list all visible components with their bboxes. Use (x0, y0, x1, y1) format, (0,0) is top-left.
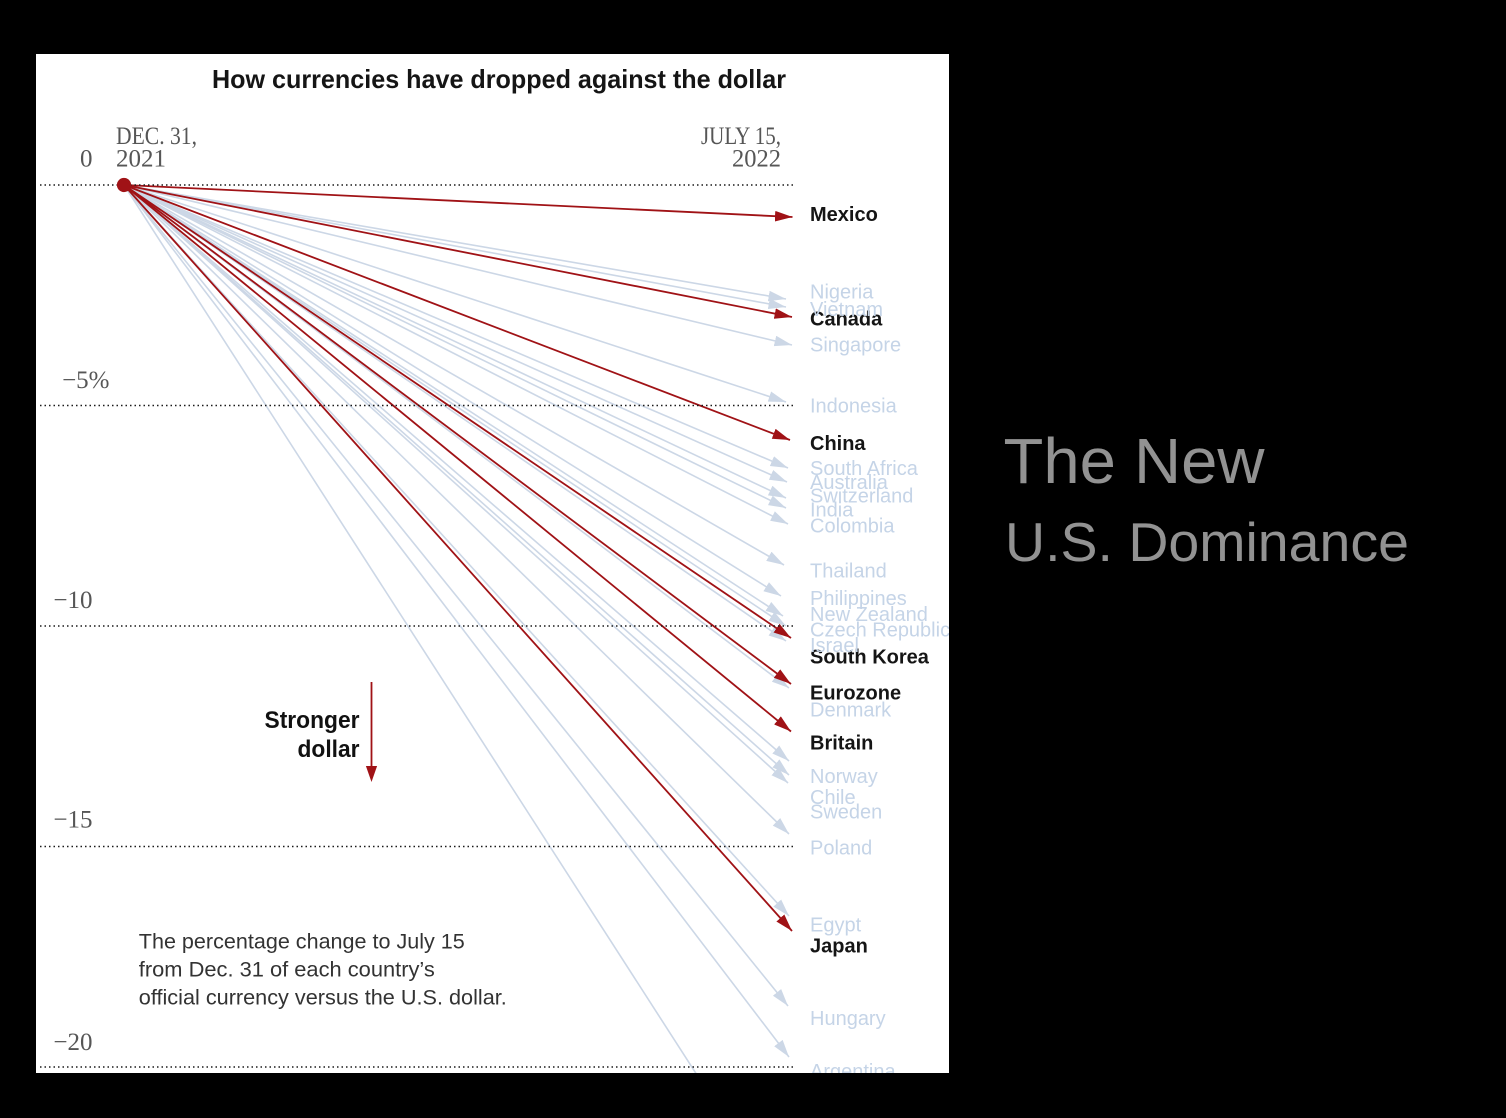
svg-text:Colombia: Colombia (810, 516, 895, 538)
svg-text:Stronger: Stronger (265, 707, 360, 734)
svg-text:−10: −10 (53, 587, 92, 614)
svg-text:Vietnam: Vietnam (810, 299, 883, 321)
svg-text:Egypt: Egypt (810, 915, 862, 937)
svg-text:South Korea: South Korea (810, 647, 930, 669)
svg-text:South Africa: South Africa (810, 458, 919, 480)
svg-text:Switzerland: Switzerland (810, 486, 913, 508)
svg-text:U.S. Dominance: U.S. Dominance (1005, 511, 1409, 573)
svg-text:Philippines: Philippines (810, 588, 907, 610)
svg-text:Britain: Britain (810, 733, 873, 755)
svg-text:Thailand: Thailand (810, 561, 887, 583)
svg-text:How currencies have dropped ag: How currencies have dropped against the … (212, 64, 786, 94)
svg-text:Nigeria: Nigeria (810, 282, 874, 304)
svg-text:The New: The New (1004, 425, 1266, 497)
svg-text:Singapore: Singapore (810, 335, 901, 357)
svg-text:China: China (810, 433, 866, 455)
svg-text:dollar: dollar (298, 736, 360, 763)
svg-text:Czech Republic: Czech Republic (810, 620, 950, 642)
svg-text:Indonesia: Indonesia (810, 396, 898, 418)
svg-text:official currency versus the U: official currency versus the U.S. dollar… (139, 986, 507, 1009)
svg-text:Israel: Israel (810, 635, 859, 657)
svg-text:2021: 2021 (116, 146, 166, 173)
svg-text:The percentage change to July: The percentage change to July 15 (139, 930, 465, 953)
svg-text:New Zealand: New Zealand (810, 604, 928, 626)
svg-text:Poland: Poland (810, 838, 872, 860)
svg-text:Australia: Australia (810, 472, 889, 494)
svg-text:Eurozone: Eurozone (810, 683, 901, 705)
svg-text:−15: −15 (53, 807, 92, 834)
svg-text:Norway: Norway (810, 766, 878, 788)
svg-text:Canada: Canada (810, 309, 883, 331)
svg-text:Sweden: Sweden (810, 802, 882, 824)
svg-text:India: India (810, 500, 854, 522)
svg-text:Argentina: Argentina (810, 1061, 896, 1083)
svg-text:Hungary: Hungary (810, 1008, 886, 1030)
svg-text:Japan: Japan (810, 936, 868, 958)
svg-text:0: 0 (80, 146, 93, 173)
svg-text:−20: −20 (53, 1029, 92, 1056)
svg-text:−5%: −5% (62, 367, 109, 394)
svg-text:DEC. 31,: DEC. 31, (116, 123, 197, 150)
svg-text:JULY 15,: JULY 15, (701, 123, 781, 150)
svg-text:Chile: Chile (810, 787, 856, 809)
svg-text:Denmark: Denmark (810, 700, 892, 722)
svg-text:2022: 2022 (732, 146, 781, 173)
svg-text:from Dec. 31 of each country’s: from Dec. 31 of each country’s (139, 958, 435, 981)
svg-text:Mexico: Mexico (810, 204, 878, 226)
